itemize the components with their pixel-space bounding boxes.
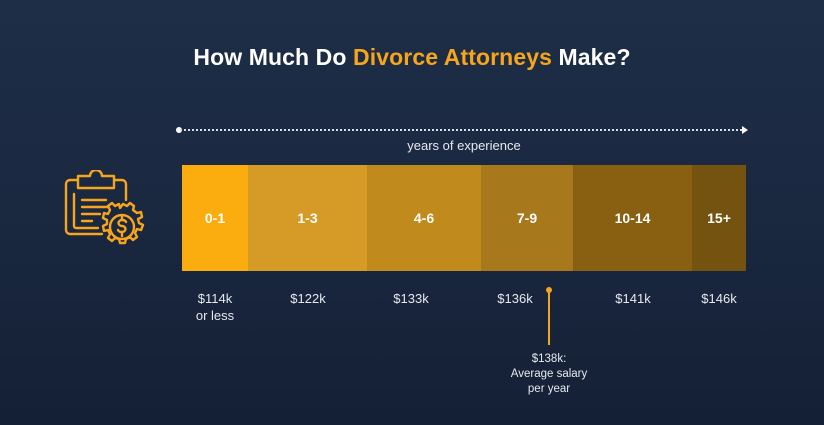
segment-7-9: 7-9	[481, 165, 573, 271]
axis-label: years of experience	[407, 138, 521, 153]
experience-axis-arrow	[176, 126, 748, 134]
title-highlight: Divorce Attorneys	[353, 44, 553, 70]
title-prefix: How Much Do	[193, 44, 354, 70]
axis-dotted-line	[180, 129, 742, 131]
salary-value: $133k	[393, 291, 429, 306]
clipboard-dollar-gear-icon	[62, 168, 146, 256]
salary-1-3: $122k	[290, 290, 325, 307]
segment-10-14: 10-14	[573, 165, 692, 271]
segment-15-plus: 15+	[692, 165, 746, 271]
average-salary-annotation: $138k: Average salary per year	[511, 352, 588, 397]
title-suffix: Make?	[552, 44, 631, 70]
segment-4-6: 4-6	[367, 165, 481, 271]
salary-7-9: $136k	[497, 290, 532, 307]
salary-note: or less	[195, 308, 235, 323]
average-value: $138k:	[531, 353, 567, 365]
salary-10-14: $141k	[615, 290, 650, 307]
salary-value: $122k	[290, 291, 326, 306]
average-line2: per year	[527, 383, 571, 395]
page-title: How Much Do Divorce Attorneys Make?	[0, 44, 824, 71]
salary-4-6: $133k	[393, 290, 428, 307]
salary-15-plus: $146k	[701, 290, 736, 307]
segment-0-1: 0-1	[182, 165, 248, 271]
average-marker-line	[548, 290, 550, 345]
experience-bar: 0-1 1-3 4-6 7-9 10-14 15+	[182, 165, 746, 271]
salary-value: $114k	[197, 291, 233, 306]
salary-value: $146k	[701, 291, 737, 306]
segment-1-3: 1-3	[248, 165, 367, 271]
salary-value: $141k	[615, 291, 651, 306]
average-line1: Average salary	[510, 368, 588, 380]
salary-0-1: $114k or less	[196, 290, 234, 324]
arrow-right-icon	[742, 126, 748, 134]
salary-value: $136k	[497, 291, 533, 306]
axis-start-dot	[176, 127, 182, 133]
